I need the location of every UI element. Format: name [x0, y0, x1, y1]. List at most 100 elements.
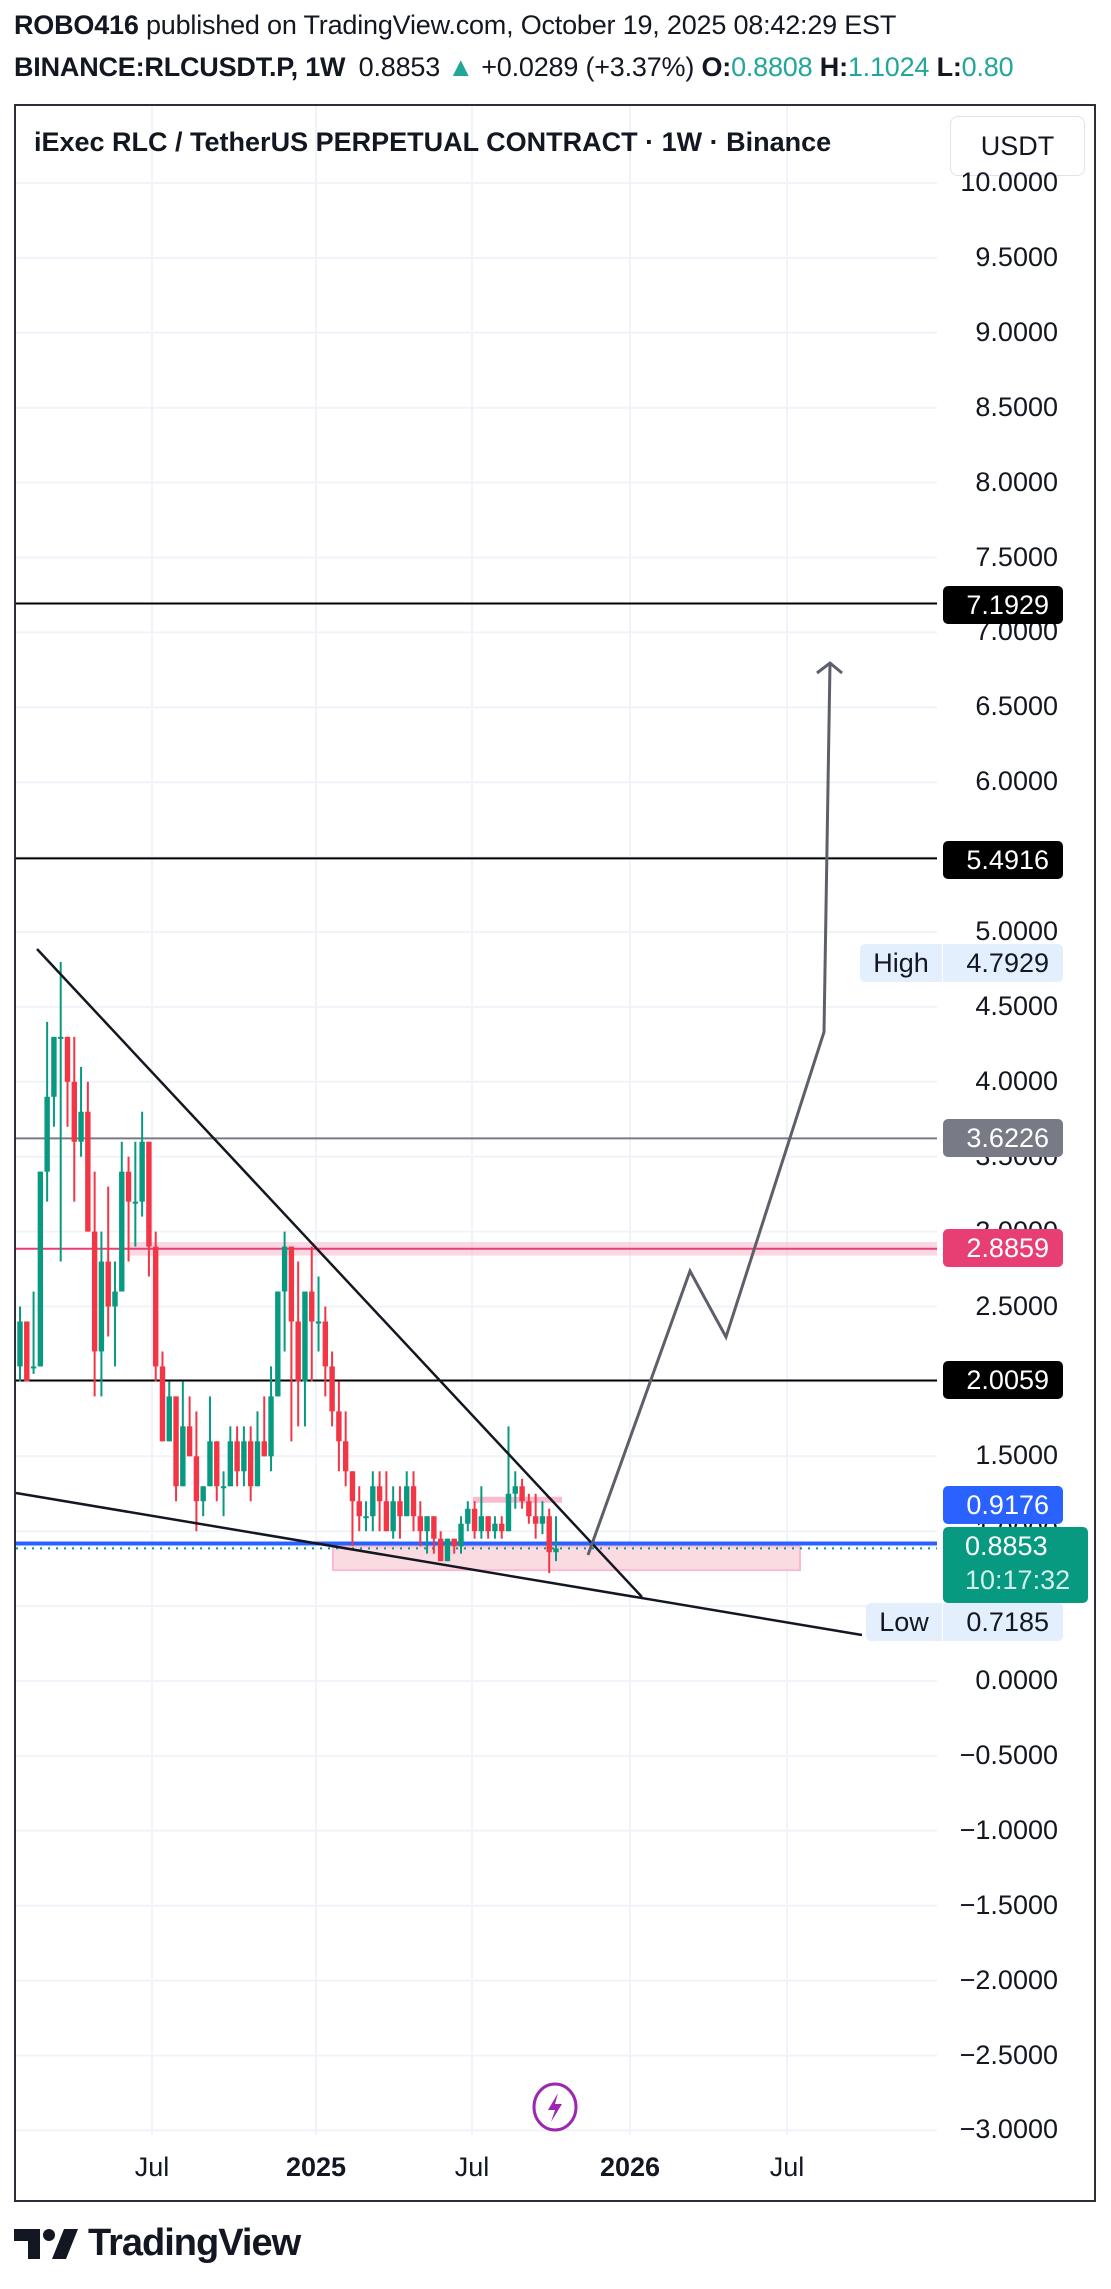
candle-body: [105, 1261, 111, 1307]
price-tick: 5.0000: [975, 916, 1058, 946]
price-tick: 6.0000: [975, 766, 1058, 797]
author-name[interactable]: ROBO416: [14, 10, 139, 40]
price-tick: 2.5000: [975, 1290, 1058, 1321]
candle-body: [505, 1493, 512, 1532]
time-tick-2026: 2026: [599, 2152, 661, 2182]
candle-body: [376, 1486, 383, 1502]
candle-body: [471, 1508, 478, 1532]
candle-body: [146, 1141, 152, 1247]
descending-trendline: [36, 948, 643, 1598]
price-tick: 0.0000: [975, 1665, 1058, 1695]
candle-body: [546, 1516, 552, 1553]
candle-body: [478, 1516, 485, 1532]
candle-body: [64, 1036, 71, 1082]
up-arrow-icon: ▲: [447, 52, 474, 82]
bar-countdown: 10:17:32: [965, 1565, 1071, 1595]
price-tick: −2.5000: [959, 2039, 1058, 2070]
candle-body: [98, 1261, 105, 1352]
candle-body: [492, 1523, 498, 1532]
low-value-label: 0.7185: [943, 1603, 1063, 1641]
price-tick: −0.5000: [959, 1739, 1058, 1770]
current-price-label: 0.8853 10:17:32: [943, 1527, 1088, 1603]
candle-body: [51, 1036, 57, 1097]
last-price: 0.8853: [358, 52, 441, 82]
candle-body: [37, 1171, 44, 1367]
candle-body: [465, 1508, 471, 1524]
level-label-5-4916: 5.4916: [943, 841, 1063, 879]
candle-body: [227, 1441, 234, 1487]
level-label-7-1929: 7.1929: [943, 586, 1063, 624]
support-trendline: [15, 1491, 863, 1637]
small-resistance-zone: [473, 1496, 562, 1503]
low-label: L:: [936, 52, 962, 82]
candle-body: [315, 1321, 322, 1324]
symbol-interval: BINANCE:RLCUSDT.P, 1W: [14, 52, 346, 82]
level-label-2-8859: 2.8859: [943, 1229, 1063, 1267]
time-tick-jul-2026: Jul: [769, 2152, 805, 2182]
candle-body: [247, 1441, 254, 1487]
candle-body: [424, 1516, 430, 1532]
candle-body: [186, 1426, 193, 1457]
candle-body: [112, 1291, 118, 1307]
candle-body: [152, 1246, 159, 1367]
price-tick: 4.5000: [975, 990, 1058, 1021]
price-tick: 7.5000: [975, 541, 1058, 572]
candle-body: [207, 1441, 213, 1487]
candle-body: [214, 1441, 220, 1487]
tradingview-logo[interactable]: TradingView: [14, 2222, 301, 2265]
price-tick: −1.0000: [959, 1814, 1058, 1845]
candle-body: [166, 1396, 172, 1442]
candle-body: [91, 1231, 98, 1352]
candle-body: [356, 1501, 362, 1517]
candle-body: [410, 1486, 417, 1517]
high-value: 1.1024: [847, 52, 930, 82]
level-label-3-6226: 3.6226: [943, 1119, 1063, 1157]
candle-body: [58, 1036, 64, 1039]
candle-body: [519, 1486, 525, 1502]
candle-body: [44, 1096, 50, 1172]
publish-date: published on TradingView.com, October 19…: [138, 10, 897, 40]
candle-body: [220, 1486, 227, 1489]
candle-body: [322, 1321, 329, 1367]
level-label-0-9176: 0.9176: [943, 1486, 1063, 1524]
open-label: O:: [701, 52, 732, 82]
candle-body: [458, 1523, 464, 1547]
open-value: 0.8808: [731, 52, 813, 82]
lightning-icon[interactable]: [532, 2082, 578, 2132]
currency-unit-button[interactable]: USDT: [950, 116, 1085, 176]
candle-body: [78, 1111, 84, 1142]
chart-title: iExec RLC / TetherUS PERPETUAL CONTRACT …: [34, 127, 832, 157]
candle-body: [329, 1366, 335, 1412]
candle-body: [281, 1246, 288, 1292]
price-tick: −3.0000: [959, 2114, 1058, 2145]
symbol-summary: BINANCE:RLCUSDT.P, 1W 0.8853 ▲ +0.0289 (…: [14, 52, 1014, 83]
candle-body: [173, 1396, 179, 1487]
candle-body: [349, 1471, 356, 1502]
candle-body: [532, 1516, 539, 1524]
price-tick: 4.0000: [975, 1065, 1058, 1096]
time-tick-jul-2025: Jul: [454, 2152, 490, 2182]
chart-frame[interactable]: [14, 104, 1096, 2202]
candle-body: [370, 1486, 376, 1517]
price-tick: −2.0000: [959, 1964, 1058, 1995]
high-tag: High: [860, 944, 942, 982]
candle-body: [336, 1411, 342, 1442]
candle-body: [275, 1291, 281, 1397]
candle-body: [363, 1516, 369, 1519]
candle-body: [539, 1516, 546, 1524]
price-tick: 8.0000: [975, 466, 1058, 497]
candle-body: [268, 1396, 274, 1457]
tradingview-brand: TradingView: [88, 2222, 301, 2264]
candle-body: [383, 1501, 390, 1532]
candle-body: [417, 1516, 424, 1532]
candle-body: [261, 1441, 267, 1457]
candle-body: [241, 1441, 247, 1472]
candle-body: [526, 1501, 532, 1517]
candle-body: [119, 1171, 125, 1292]
candle-body: [342, 1441, 349, 1472]
candle-body: [200, 1486, 206, 1502]
candle-body: [159, 1366, 166, 1442]
candle-body: [404, 1486, 410, 1517]
candle-body: [295, 1321, 301, 1382]
